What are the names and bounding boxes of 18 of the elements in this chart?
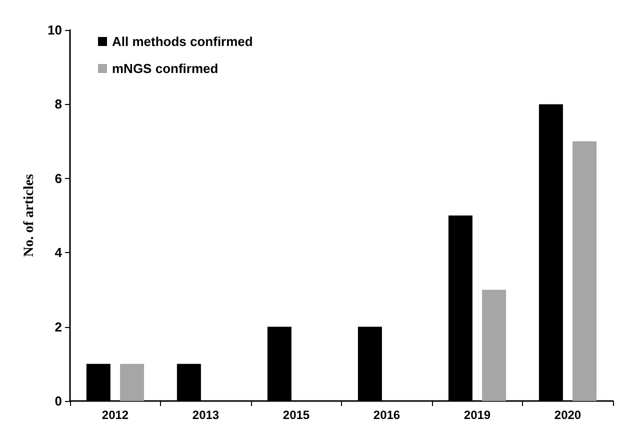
y-tick-label: 10 <box>48 22 62 38</box>
x-tick-label: 2020 <box>554 408 582 422</box>
x-tick-label: 2012 <box>102 408 129 422</box>
x-tick-label: 2015 <box>282 408 310 422</box>
x-tick-label: 2013 <box>192 408 220 422</box>
bar <box>482 290 506 401</box>
y-tick-label: 8 <box>54 96 62 112</box>
y-tick-label: 6 <box>54 170 62 186</box>
y-axis-title: No. of articles <box>22 174 38 257</box>
y-tick-label: 4 <box>54 245 63 260</box>
legend-label: mNGS confirmed <box>112 61 218 76</box>
bar <box>120 364 144 401</box>
y-tick-label: 2 <box>54 319 62 334</box>
x-tick-label: 2019 <box>464 408 491 422</box>
x-tick-label: 2016 <box>373 408 400 422</box>
legend-label: All methods confirmed <box>112 34 253 49</box>
y-tick-label: 0 <box>54 394 62 408</box>
bar <box>572 141 597 401</box>
